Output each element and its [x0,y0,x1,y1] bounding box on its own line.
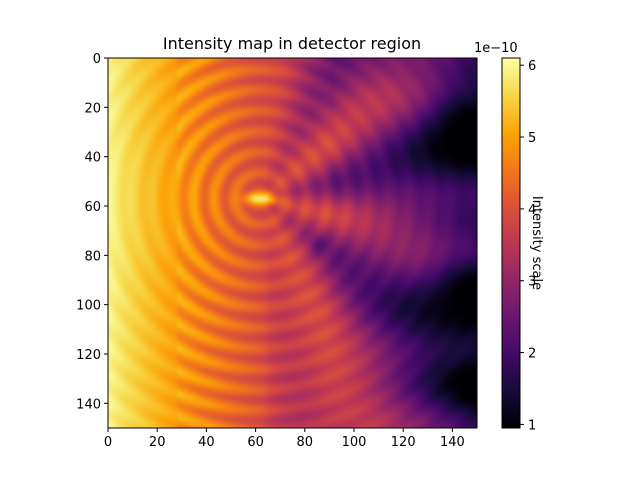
colorbar-ticks: 1 2 3 4 5 6 [520,59,536,433]
colorbar-label: Intensity scale [529,196,544,290]
colorbar-tick-label: 6 [528,59,536,74]
x-tick-label: 140 [440,435,465,450]
y-tick-label: 140 [76,397,101,412]
x-tick-label: 100 [342,435,367,450]
colorbar: 1 2 3 4 5 6 1e−10 Intensity scale [474,41,544,433]
x-axis: 0 20 40 60 80 100 120 140 [104,428,465,450]
colorbar-offset-text: 1e−10 [474,41,518,56]
y-tick-label: 120 [76,348,101,363]
y-tick-label: 40 [84,151,101,166]
y-axis: 0 20 40 60 80 100 120 140 [76,52,108,412]
x-tick-label: 40 [198,435,215,450]
y-tick-label: 100 [76,299,101,314]
x-tick-label: 60 [247,435,264,450]
x-tick-label: 80 [297,435,314,450]
chart-title: Intensity map in detector region [163,34,421,53]
x-tick-label: 0 [104,435,112,450]
y-tick-label: 20 [84,101,101,116]
colorbar-tick-label: 3 [528,275,536,290]
colorbar-tick-label: 4 [528,203,536,218]
colorbar-frame [501,57,521,429]
colorbar-tick-label: 5 [528,131,536,146]
y-tick-label: 0 [93,52,101,67]
heatmap-area [107,57,478,429]
y-tick-label: 60 [84,200,101,215]
colorbar-tick-label: 1 [528,418,536,433]
plot-frame [107,57,478,429]
colorbar-tick-label: 2 [528,347,536,362]
x-tick-label: 120 [391,435,416,450]
x-tick-label: 20 [149,435,166,450]
heatmap-image [108,58,477,428]
y-tick-label: 80 [84,249,101,264]
colorbar-gradient [502,58,520,428]
